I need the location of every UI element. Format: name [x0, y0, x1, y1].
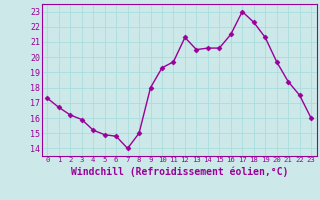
X-axis label: Windchill (Refroidissement éolien,°C): Windchill (Refroidissement éolien,°C) — [70, 166, 288, 177]
